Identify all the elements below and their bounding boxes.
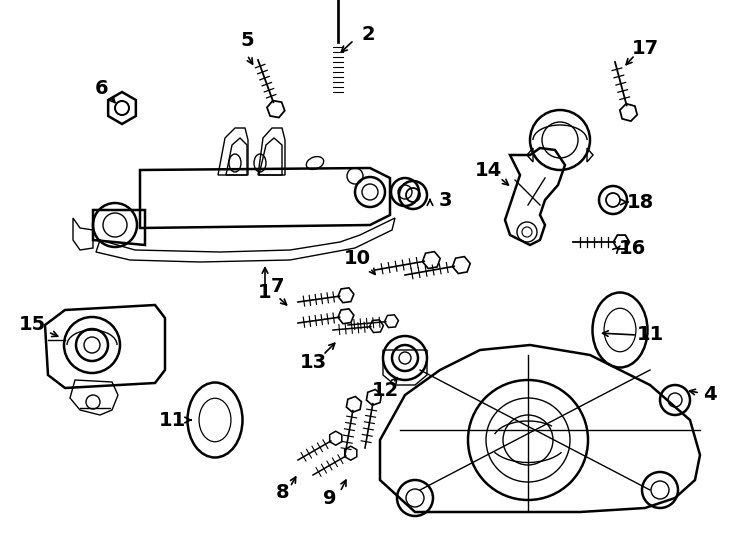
Text: 11: 11 [636,326,664,345]
Text: 18: 18 [626,192,653,212]
Text: 15: 15 [18,315,46,334]
Text: 2: 2 [361,25,375,44]
Text: 17: 17 [631,38,658,57]
Text: 13: 13 [299,353,327,372]
Text: 14: 14 [474,160,501,179]
Text: 4: 4 [703,386,717,404]
Text: 6: 6 [95,78,109,98]
Text: 11: 11 [159,410,186,429]
Text: 16: 16 [618,239,646,258]
Text: 1: 1 [258,282,272,301]
Text: 7: 7 [272,276,285,295]
Text: 12: 12 [371,381,399,400]
Text: 10: 10 [344,248,371,267]
Text: 5: 5 [240,30,254,50]
Text: 9: 9 [323,489,337,508]
Text: 3: 3 [438,191,451,210]
Text: 8: 8 [276,483,290,503]
